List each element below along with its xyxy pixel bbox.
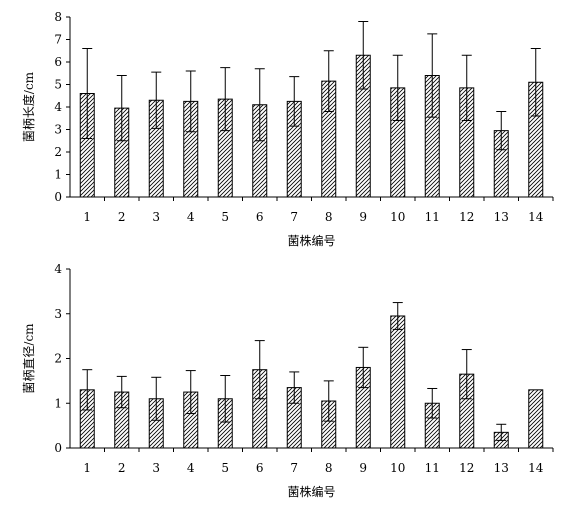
x-tick-label: 9: [359, 461, 367, 475]
x-tick-label: 7: [290, 210, 298, 224]
x-tick-label: 7: [290, 461, 298, 475]
x-tick-label: 8: [325, 461, 333, 475]
y-axis-title: 菌柄直径/cm: [22, 323, 36, 394]
x-axis-title: 菌株编号: [287, 233, 335, 248]
x-tick-label: 6: [256, 461, 264, 475]
y-tick-label: 1: [54, 168, 62, 182]
y-tick-label: 1: [54, 396, 62, 410]
y-tick-label: 0: [54, 441, 62, 455]
y-tick-label: 0: [54, 190, 62, 204]
bar-10: [390, 315, 406, 449]
y-tick-label: 2: [54, 352, 62, 366]
x-tick-label: 9: [359, 210, 367, 224]
y-tick-label: 4: [54, 100, 62, 114]
y-tick-label: 5: [54, 78, 62, 92]
x-tick-label: 8: [325, 210, 333, 224]
x-tick-label: 11: [425, 461, 440, 475]
x-tick-label: 4: [187, 461, 195, 475]
x-tick-label: 5: [221, 210, 229, 224]
x-tick-label: 13: [494, 210, 509, 224]
x-tick-label: 14: [528, 461, 544, 475]
y-tick-label: 2: [54, 145, 62, 159]
x-tick-label: 1: [83, 210, 91, 224]
x-tick-label: 4: [187, 210, 195, 224]
x-tick-label: 11: [425, 210, 440, 224]
y-tick-label: 6: [54, 55, 62, 69]
y-tick-label: 3: [54, 307, 62, 321]
x-tick-label: 3: [152, 461, 160, 475]
x-tick-label: 2: [118, 210, 126, 224]
x-tick-label: 12: [459, 461, 474, 475]
y-tick-label: 3: [54, 123, 62, 137]
x-tick-label: 3: [152, 210, 160, 224]
x-tick-label: 5: [221, 461, 229, 475]
x-tick-label: 2: [118, 461, 126, 475]
y-tick-label: 4: [54, 262, 62, 276]
x-tick-label: 6: [256, 210, 264, 224]
x-tick-label: 10: [390, 210, 405, 224]
x-tick-label: 13: [494, 461, 509, 475]
x-axis-title: 菌株编号: [287, 484, 335, 499]
y-axis-title: 菌柄长度/cm: [21, 71, 36, 142]
x-tick-label: 10: [390, 461, 405, 475]
x-tick-label: 1: [83, 461, 91, 475]
y-tick-label: 8: [54, 10, 62, 24]
x-tick-label: 14: [528, 210, 544, 224]
bar-14: [528, 389, 544, 449]
y-tick-label: 7: [54, 33, 62, 47]
x-tick-label: 12: [459, 210, 474, 224]
